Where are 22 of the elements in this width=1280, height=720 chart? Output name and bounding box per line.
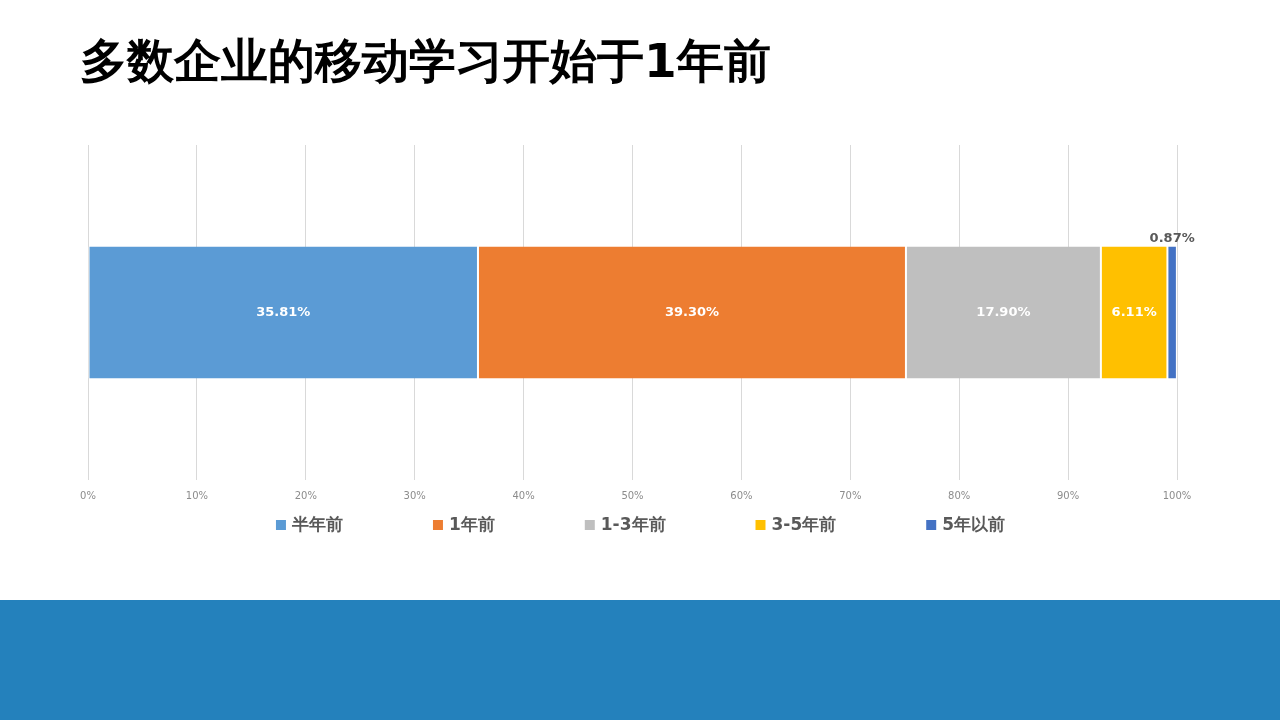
x-tick-label: 100% [1162,489,1192,501]
x-tick-label: 90% [1056,489,1080,501]
data-label: 0.87% [1149,229,1195,245]
x-tick-label: 80% [948,489,971,501]
legend-label: 半年前 [290,514,343,535]
chart-title: 多数企业的移动学习开始于1年前 [80,32,771,90]
data-label: 39.30% [664,303,720,319]
data-label: 6.11% [1111,303,1157,319]
x-tick-label: 50% [621,489,644,501]
data-label: 35.81% [256,303,311,319]
x-tick-label: 60% [730,489,753,501]
legend-label: 1年前 [448,514,495,535]
x-tick-label: 20% [294,489,317,501]
data-label: 17.90% [976,303,1031,319]
x-tick-label: 0% [80,489,96,501]
x-tick-label: 40% [512,489,535,501]
x-tick-label: 30% [403,489,426,501]
legend-label: 5年以前 [942,514,1006,535]
x-tick-label: 70% [839,489,862,501]
x-tick-label: 10% [185,489,209,501]
legend-label: 3-5年前 [771,514,837,535]
legend-label: 1-3年前 [600,514,666,535]
